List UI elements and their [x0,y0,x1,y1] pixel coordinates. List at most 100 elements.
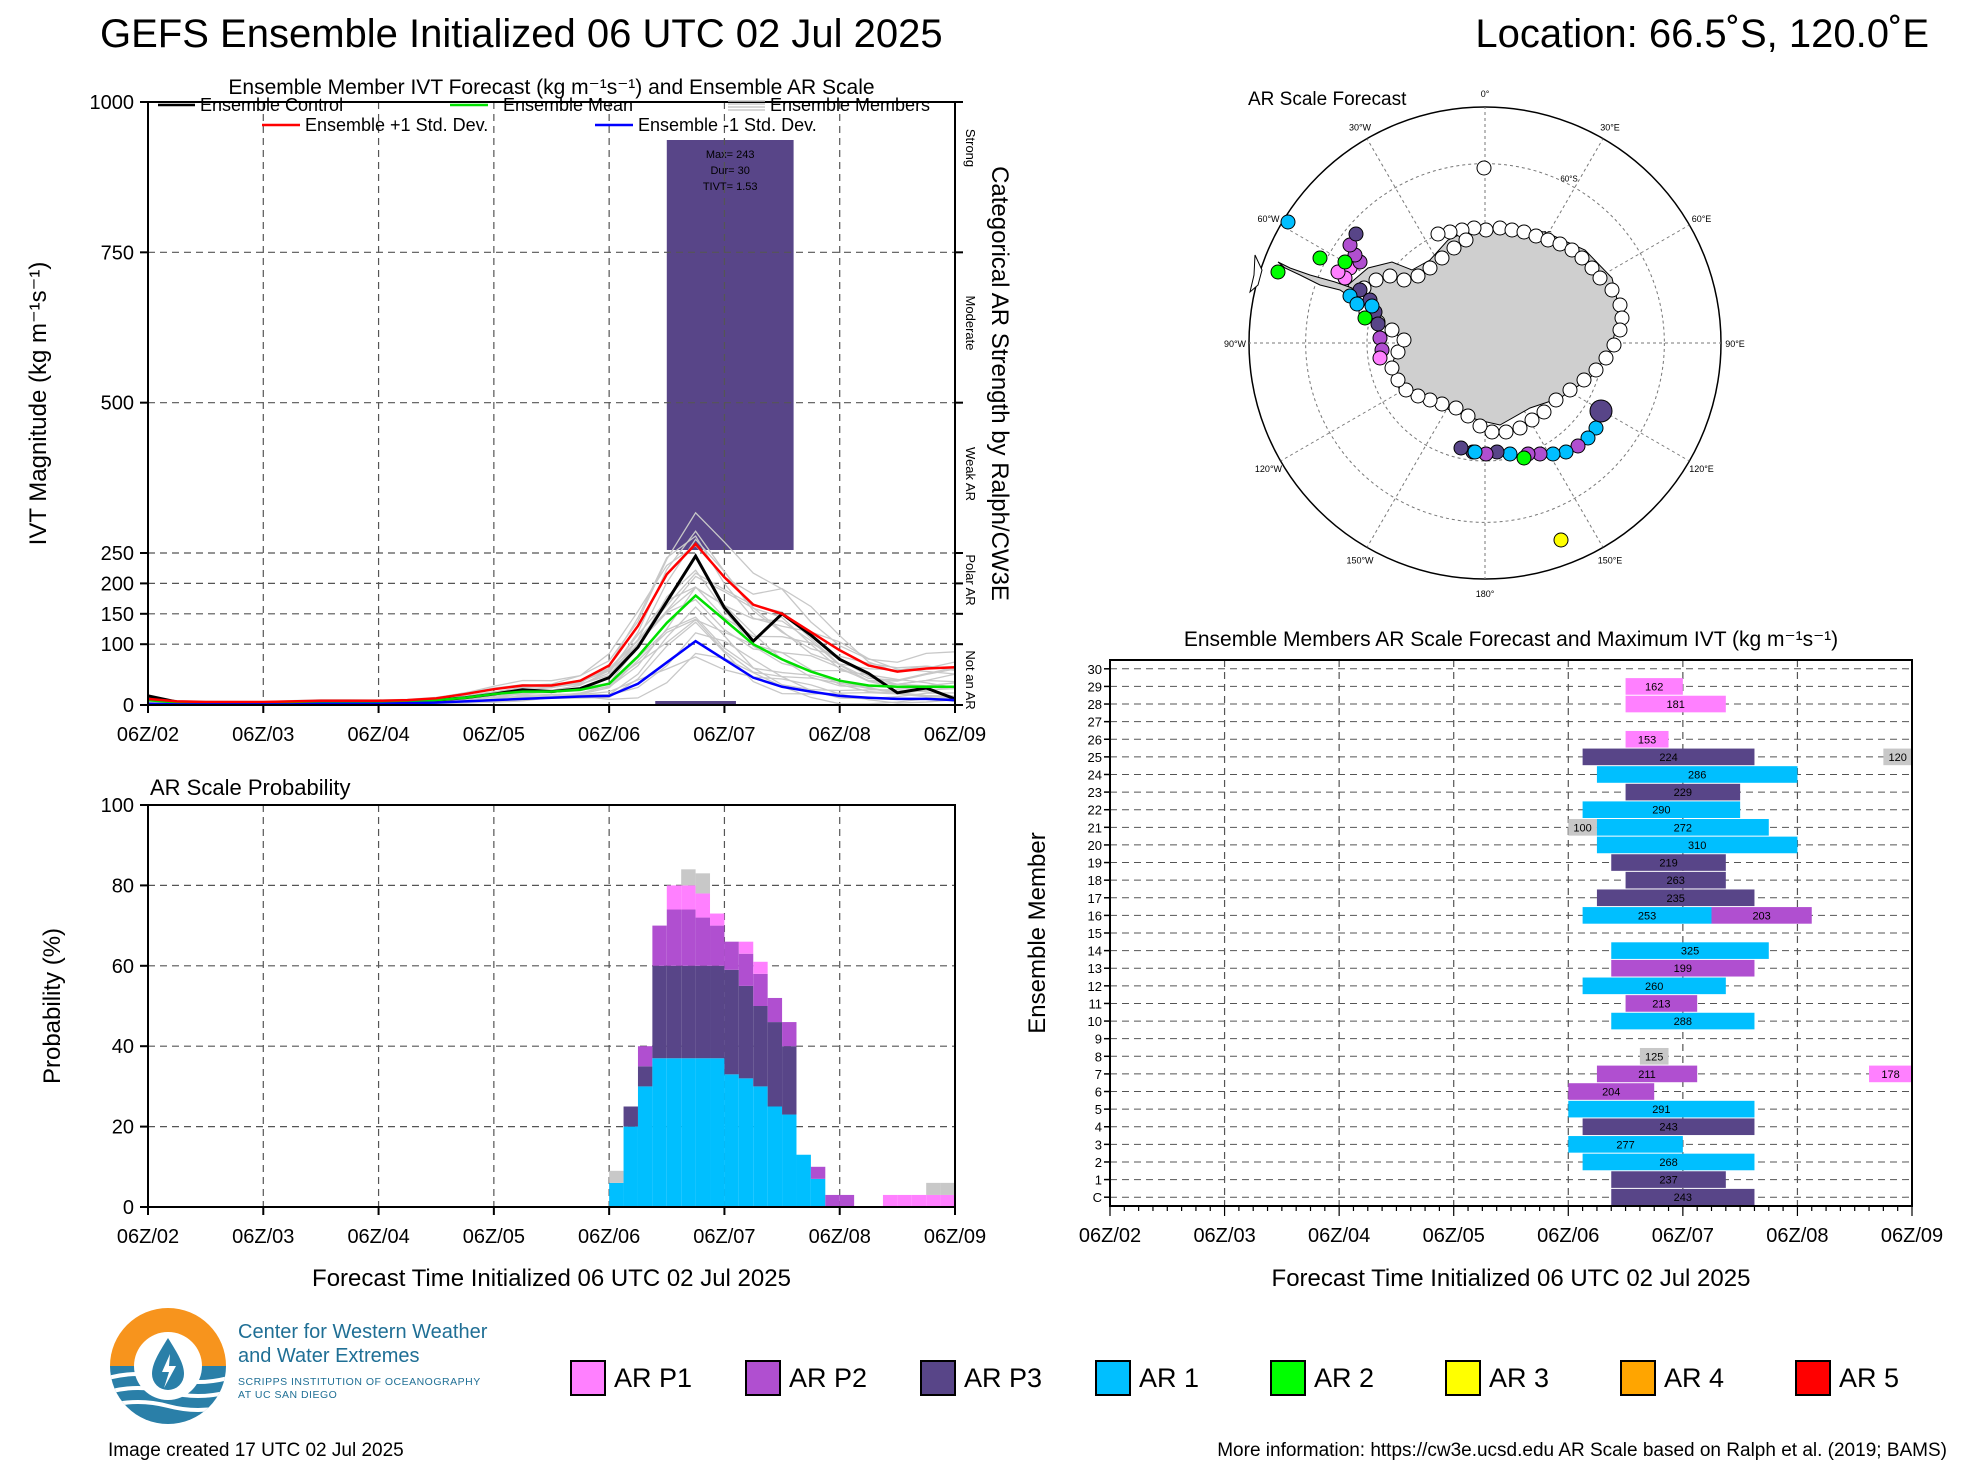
x-tick-label: 06Z/06 [1537,1225,1599,1247]
y-tick-label: 20 [112,1117,134,1139]
ar-location-marker [1558,444,1574,460]
ar-dur-label: Dur= 30 [710,165,749,177]
member-label: 7 [1095,1067,1102,1082]
x-axis-label-right: Forecast Time Initialized 06 UTC 02 Jul … [1272,1265,1751,1292]
member-label: 19 [1088,856,1102,871]
ar-location-marker [1460,408,1476,424]
member-label: 8 [1095,1049,1102,1064]
x-tick-label: 06Z/05 [463,724,525,746]
south-america-tip [1249,254,1263,294]
member-label: C [1093,1190,1102,1205]
x-tick-label: 06Z/07 [693,1226,755,1248]
member-ar-segment [1883,748,1912,766]
member-ar-segment [1611,1171,1726,1188]
x-tick-label: 06Z/08 [809,724,871,746]
legend-swatch [745,1360,781,1396]
member-label: 24 [1088,767,1102,782]
x-tick-label: 06Z/07 [1652,1225,1714,1247]
probability-bar-segment [695,965,711,1059]
probability-bar-segment [724,969,739,1075]
categorical-ar-label: Categorical AR Strength by Ralph/CW3E [986,166,1013,601]
probability-bar-segment [897,1194,912,1207]
probability-bar-segment [681,1058,696,1207]
probability-bar-segment [666,909,682,966]
probability-bar-segment [810,1178,826,1207]
probability-bar-segment [681,869,696,886]
legend-label: AR P1 [614,1362,693,1393]
longitude-label: 0° [1481,89,1490,99]
ar-location-marker [1570,438,1586,454]
ar-location-marker [1524,412,1540,428]
x-tick-label: 06Z/07 [693,724,755,746]
image-created-note: Image created 17 UTC 02 Jul 2025 [108,1440,404,1461]
member-max-ivt-label: 268 [1659,1157,1677,1169]
member-max-ivt-label: 181 [1667,699,1685,711]
member-max-ivt-label: 263 [1667,875,1685,887]
ivt-y-axis-label: IVT Magnitude (kg m⁻¹s⁻¹) [25,262,52,546]
probability-bar-segment [652,1058,667,1207]
legend-label: Ensemble Members [770,95,930,115]
legend-label: AR 1 [1139,1362,1200,1393]
member-ar-segment [1596,889,1755,907]
probability-bar-segment [911,1194,927,1207]
ar-location-marker [1588,362,1604,378]
y-tick-label: 0 [123,695,134,717]
member-ar-segment [1596,836,1798,854]
probability-bar-segment [782,1046,797,1115]
member-label: 5 [1095,1102,1102,1117]
probability-bar-segment [681,965,696,1059]
member-ar-segment [1625,871,1726,889]
ar-location-marker [1512,420,1528,436]
ar-probability-chart: 0 20 40 60 80 100 06Z/02 06Z/03 06Z/04 06Z/05 06Z/… [39,775,986,1292]
legend-item: AR 1 [1095,1356,1199,1400]
probability-bar-segment [767,1106,783,1207]
member-max-ivt-label: 290 [1652,805,1670,817]
y-tick-label: 500 [101,393,134,415]
member-ar-segment [1568,1136,1683,1153]
longitude-label: 150°W [1346,556,1374,566]
member-label: 12 [1088,979,1102,994]
probability-bar-segment [724,941,739,970]
ivt-forecast-chart: Max= 243 Dur= 30 TIVT= 1.53 0 100 150 200 250 50… [25,76,1013,746]
legend-item: AR P3 [920,1356,1042,1400]
probability-bar-segment [710,925,725,966]
probability-bar-segment [753,973,768,1006]
member-label: 16 [1088,908,1102,923]
ar-location-marker [1349,296,1365,312]
member-label: 25 [1088,750,1102,765]
location-title: Location: 66.5˚S, 120.0˚E [1475,12,1929,56]
member-max-ivt-label: 277 [1616,1139,1634,1151]
x-tick-label: 06Z/02 [1079,1225,1141,1247]
y-tick-label: 250 [101,543,134,565]
y-tick-label: 150 [101,604,134,626]
member-label: 26 [1088,732,1102,747]
legend-label: AR 2 [1314,1362,1375,1393]
member-max-ivt-label: 199 [1674,963,1692,975]
cw3e-logo [110,1308,226,1424]
member-ar-segment [1568,1100,1755,1118]
member-max-ivt-label: 213 [1652,998,1670,1010]
member-ar-segment [1639,1047,1669,1065]
ar-location-marker [1370,316,1386,332]
legend-label: Ensemble +1 Std. Dev. [305,115,488,135]
member-label: 22 [1088,803,1102,818]
ar-location-marker [1357,310,1373,326]
members-y-axis-label: Ensemble Member [1024,832,1051,1033]
member-label: 9 [1095,1032,1102,1047]
legend-swatch [570,1360,606,1396]
member-max-ivt-label: 203 [1752,910,1770,922]
member-label: 23 [1088,785,1102,800]
probability-bar-segment [724,1074,739,1207]
x-tick-label: 06Z/04 [1308,1225,1370,1247]
member-ar-segment [1582,748,1755,766]
ar-location-marker [1516,450,1532,466]
x-tick-label: 06Z/02 [117,1226,179,1248]
longitude-label: 90°E [1725,339,1745,349]
x-tick-label: 06Z/06 [578,1226,640,1248]
member-label: 14 [1088,944,1102,959]
member-label: 27 [1088,715,1102,730]
member-ar-segment [1625,695,1726,713]
y-tick-label: 1000 [90,92,135,114]
y-tick-label: 60 [112,956,134,978]
member-ar-segment [1582,1153,1755,1171]
